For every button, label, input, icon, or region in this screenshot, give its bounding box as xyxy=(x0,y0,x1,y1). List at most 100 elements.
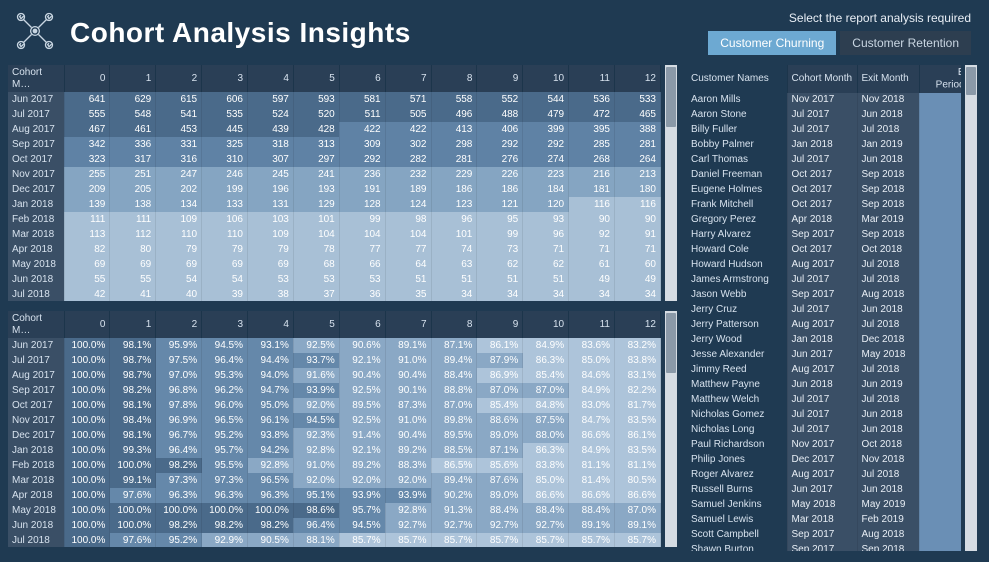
cell[interactable]: 95.7% xyxy=(339,503,385,518)
customers-table-wrap[interactable]: Customer NamesCohort MonthExit MonthExit… xyxy=(687,65,961,551)
cell[interactable]: 85.7% xyxy=(615,533,661,547)
cell[interactable]: 186 xyxy=(477,182,523,197)
cell[interactable]: 309 xyxy=(339,137,385,152)
cell[interactable]: 96.2% xyxy=(202,383,248,398)
cell[interactable]: 92.5% xyxy=(339,413,385,428)
cell[interactable]: Sep 2018 xyxy=(857,168,919,183)
cell[interactable]: 86.6% xyxy=(523,488,569,503)
cell[interactable]: 116 xyxy=(569,197,615,212)
cell[interactable]: Paul Richardson xyxy=(687,438,787,453)
cell[interactable]: 520 xyxy=(293,107,339,122)
cell[interactable]: 100.0% xyxy=(110,518,156,533)
cell[interactable]: 83.8% xyxy=(523,458,569,473)
cell[interactable]: 281 xyxy=(615,137,661,152)
cell[interactable]: 55 xyxy=(110,272,156,287)
table-row[interactable]: Jimmy ReedAug 2017Jul 201812 xyxy=(687,363,961,378)
cell[interactable]: 461 xyxy=(110,122,156,137)
cell[interactable]: 104 xyxy=(339,227,385,242)
cell[interactable]: 94.4% xyxy=(248,353,294,368)
cell[interactable]: 79 xyxy=(202,242,248,257)
row-header[interactable]: Feb 2018 xyxy=(8,458,64,473)
scrollbar-thumb[interactable] xyxy=(666,313,676,373)
cell[interactable]: 91 xyxy=(615,227,661,242)
cell[interactable]: 87.6% xyxy=(477,473,523,488)
col-header[interactable]: 1 xyxy=(110,311,156,338)
cell[interactable]: 86.6% xyxy=(569,428,615,443)
cell[interactable]: 123 xyxy=(431,197,477,212)
cell[interactable]: 12 xyxy=(919,423,961,438)
row-header[interactable]: Oct 2017 xyxy=(8,152,64,167)
cell[interactable]: 282 xyxy=(385,152,431,167)
cell[interactable]: 40 xyxy=(156,287,202,301)
cell[interactable]: Jul 2017 xyxy=(787,303,857,318)
cell[interactable]: 216 xyxy=(569,167,615,182)
col-header[interactable]: 12 xyxy=(615,65,661,92)
cell[interactable]: 472 xyxy=(569,107,615,122)
cell[interactable]: 94.5% xyxy=(339,518,385,533)
cell[interactable]: Sep 2018 xyxy=(857,228,919,243)
cell[interactable]: 99 xyxy=(477,227,523,242)
cell[interactable]: 124 xyxy=(385,197,431,212)
col-header[interactable]: 0 xyxy=(64,311,110,338)
col-header[interactable]: 5 xyxy=(293,65,339,92)
table-row[interactable]: James ArmstrongJul 2017Jul 201812 xyxy=(687,273,961,288)
cell[interactable]: 62 xyxy=(477,257,523,272)
cell[interactable]: 80 xyxy=(110,242,156,257)
cell[interactable]: 113 xyxy=(64,227,110,242)
cell[interactable]: 12 xyxy=(919,438,961,453)
cell[interactable]: 479 xyxy=(523,107,569,122)
cell[interactable]: Jul 2018 xyxy=(857,123,919,138)
cell[interactable]: 85.4% xyxy=(477,398,523,413)
col-header[interactable]: 2 xyxy=(156,311,202,338)
cell[interactable]: 12 xyxy=(919,408,961,423)
cell[interactable]: 209 xyxy=(64,182,110,197)
cell[interactable]: 593 xyxy=(293,92,339,107)
cell[interactable]: Matthew Welch xyxy=(687,393,787,408)
scrollbar-thumb[interactable] xyxy=(966,67,976,95)
row-header[interactable]: Aug 2017 xyxy=(8,368,64,383)
cell[interactable]: 12 xyxy=(919,198,961,213)
cell[interactable]: Aug 2018 xyxy=(857,528,919,543)
cell[interactable]: 49 xyxy=(569,272,615,287)
cell[interactable]: 88.1% xyxy=(293,533,339,547)
cell[interactable]: 85.4% xyxy=(523,368,569,383)
cell[interactable]: 95.3% xyxy=(202,368,248,383)
cell[interactable]: 223 xyxy=(523,167,569,182)
cell[interactable]: Aug 2017 xyxy=(787,318,857,333)
cell[interactable]: Dec 2017 xyxy=(787,453,857,468)
cell[interactable]: 64 xyxy=(385,257,431,272)
cell[interactable]: Sep 2017 xyxy=(787,228,857,243)
cell[interactable]: 89.1% xyxy=(615,518,661,533)
cell[interactable]: Oct 2017 xyxy=(787,168,857,183)
cell[interactable]: 36 xyxy=(339,287,385,301)
cell[interactable]: 87.0% xyxy=(477,383,523,398)
cell[interactable]: Jan 2018 xyxy=(787,333,857,348)
cell[interactable]: 422 xyxy=(339,122,385,137)
cell[interactable]: 92.0% xyxy=(385,473,431,488)
cell[interactable]: 63 xyxy=(431,257,477,272)
cell[interactable]: 111 xyxy=(110,212,156,227)
cell[interactable]: Jesse Alexander xyxy=(687,348,787,363)
cell[interactable]: 53 xyxy=(248,272,294,287)
cell[interactable]: 134 xyxy=(156,197,202,212)
row-header[interactable]: Dec 2017 xyxy=(8,182,64,197)
cell[interactable]: 246 xyxy=(202,167,248,182)
cell[interactable]: Jul 2017 xyxy=(787,423,857,438)
table-row[interactable]: Matthew PayneJun 2018Jun 201912 xyxy=(687,378,961,393)
cell[interactable]: 87.0% xyxy=(615,503,661,518)
cell[interactable]: 100.0% xyxy=(64,413,110,428)
cell[interactable]: Sep 2018 xyxy=(857,543,919,551)
cell[interactable]: 445 xyxy=(202,122,248,137)
cell[interactable]: Oct 2017 xyxy=(787,183,857,198)
cell[interactable]: 310 xyxy=(202,152,248,167)
col-header[interactable]: 5 xyxy=(293,311,339,338)
cell[interactable]: 541 xyxy=(156,107,202,122)
table-row[interactable]: Aaron MillsNov 2017Nov 201812 xyxy=(687,93,961,108)
cell[interactable]: Sep 2017 xyxy=(787,543,857,551)
cell[interactable]: 316 xyxy=(156,152,202,167)
cell[interactable]: Jun 2019 xyxy=(857,378,919,393)
col-header[interactable]: 7 xyxy=(385,65,431,92)
row-header[interactable]: Nov 2017 xyxy=(8,413,64,428)
cell[interactable]: 95.1% xyxy=(293,488,339,503)
cell[interactable]: Billy Fuller xyxy=(687,123,787,138)
